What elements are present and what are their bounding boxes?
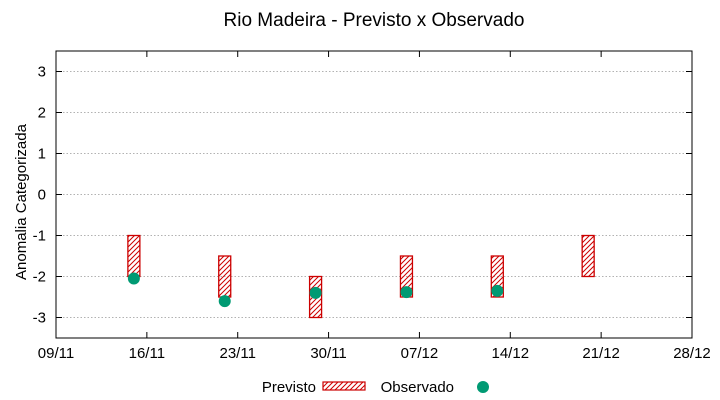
y-tick-label: 3	[38, 64, 46, 81]
x-tick-label: 14/12	[492, 345, 530, 362]
previsto-bar	[581, 234, 595, 278]
observado-point	[127, 272, 140, 285]
legend: Previsto Observado	[262, 379, 489, 396]
x-tick-label: 28/12	[673, 345, 711, 362]
previsto-bar	[218, 255, 232, 298]
y-tick-label: -1	[33, 228, 46, 245]
legend-label-previsto: Previsto	[262, 379, 316, 396]
observado-point	[218, 295, 231, 308]
x-tick-label: 09/11	[38, 345, 74, 362]
observado-point	[309, 286, 322, 299]
x-tick-label: 07/12	[401, 345, 439, 362]
previsto-bar	[127, 234, 141, 278]
observado-point	[491, 284, 504, 297]
x-tick-label: 16/11	[129, 345, 165, 362]
y-tick-label: 0	[38, 187, 46, 204]
observado-point	[400, 286, 413, 299]
y-tick-label: 2	[38, 105, 46, 122]
x-axis: 09/11 16/11 23/11 30/11 07/12 14/12 21/12 28/12	[38, 51, 711, 362]
legend-label-observado: Observado	[381, 379, 454, 396]
observado-series	[127, 272, 504, 308]
x-tick-label: 23/11	[219, 345, 255, 362]
legend-swatch-previsto	[322, 381, 366, 391]
x-tick-label: 30/11	[310, 345, 346, 362]
y-tick-label: 1	[38, 146, 46, 163]
x-tick-label: 21/12	[582, 345, 620, 362]
grid-lines	[56, 71, 692, 318]
y-axis-label: Anomalia Categorizada	[13, 123, 30, 280]
y-tick-label: -3	[33, 310, 46, 327]
chart-title: Rio Madeira - Previsto x Observado	[224, 10, 525, 31]
legend-swatch-observado	[477, 381, 489, 393]
y-axis: 3 2 1 0 -1 -2 -3	[33, 64, 692, 327]
y-tick-label: -2	[33, 269, 46, 286]
